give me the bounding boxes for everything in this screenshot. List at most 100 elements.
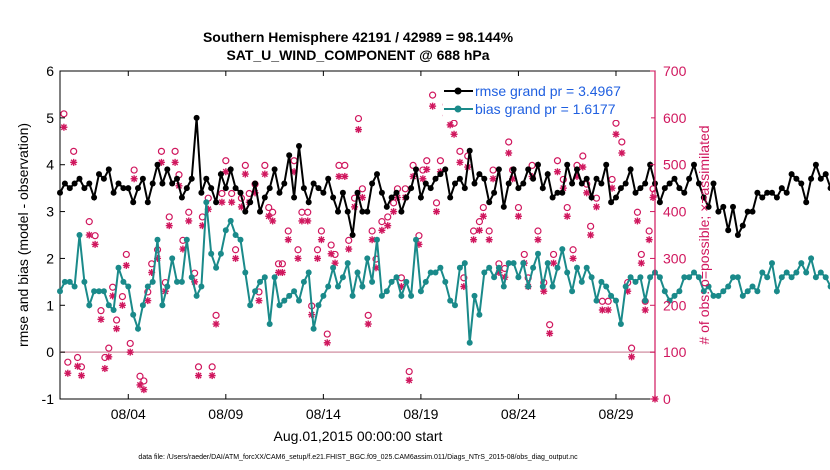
bias-data-point <box>86 302 93 309</box>
obs-possible-marker <box>228 189 236 198</box>
obs-assimilated-marker <box>70 158 78 166</box>
rmse-data-point <box>583 175 590 182</box>
obs-assimilated-marker <box>317 236 325 244</box>
rmse-data-point <box>603 161 610 168</box>
obs-assimilated-marker <box>579 163 587 171</box>
obs-assimilated-marker <box>122 261 130 269</box>
rmse-data-point <box>291 194 298 201</box>
obs-assimilated-marker <box>304 217 312 225</box>
y-axis-left-label: rmse and bias (model - observation) <box>15 123 31 347</box>
rmse-data-point <box>110 189 117 196</box>
rmse-data-point <box>671 175 678 182</box>
rmse-data-point <box>359 208 366 215</box>
bias-data-point <box>91 288 98 295</box>
rmse-data-point <box>812 161 819 168</box>
rmse-data-point <box>773 194 780 201</box>
obs-assimilated-marker <box>378 226 386 234</box>
rmse-data-point <box>627 166 634 173</box>
bias-data-point <box>574 264 580 271</box>
obs-assimilated-marker <box>384 222 392 230</box>
bias-data-point <box>452 302 458 309</box>
rmse-data-point <box>622 180 629 187</box>
rmse-data-point <box>374 171 380 178</box>
bias-data-point <box>510 260 517 267</box>
obs-possible-marker <box>587 222 595 230</box>
obs-assimilated-marker <box>278 268 286 276</box>
obs-possible-marker <box>460 274 468 282</box>
bias-data-point <box>520 260 527 267</box>
bias-data-point <box>71 283 78 290</box>
bias-data-point <box>598 278 605 285</box>
obs-assimilated-marker <box>185 217 193 225</box>
bias-data-point <box>291 288 298 295</box>
obs-assimilated-marker <box>641 306 649 314</box>
bias-data-point <box>388 278 395 285</box>
bias-data-point <box>637 274 644 281</box>
obs-possible-marker <box>313 246 322 254</box>
obs-assimilated-marker <box>64 369 72 377</box>
rmse-data-point <box>286 152 293 159</box>
obs-possible-marker <box>185 208 193 216</box>
rmse-data-point <box>349 232 356 238</box>
obs-possible-marker <box>436 157 445 165</box>
rmse-data-point <box>691 161 697 168</box>
bias-data-point <box>544 260 551 267</box>
bias-data-point <box>720 288 727 295</box>
rmse-data-point <box>217 171 224 178</box>
obs-possible-marker <box>73 353 82 362</box>
rmse-data-point <box>681 189 688 196</box>
obs-possible-marker <box>85 218 93 226</box>
bias-data-point <box>442 278 449 285</box>
obs-possible-marker <box>269 208 277 216</box>
obs-assimilated-marker <box>335 172 343 180</box>
obs-possible-marker <box>126 339 134 348</box>
obs-assimilated-marker <box>587 231 595 239</box>
legend-box <box>443 82 651 120</box>
rmse-data-point <box>193 114 200 121</box>
rmse-data-point <box>447 194 454 201</box>
bias-data-point <box>213 264 220 271</box>
bias-data-point <box>632 278 639 285</box>
obs-possible-marker <box>612 119 620 127</box>
rmse-data-point <box>452 180 458 187</box>
bias-data-point <box>773 288 780 295</box>
bias-data-point <box>691 269 697 276</box>
bias-data-point <box>110 307 117 313</box>
legend: rmse grand pr = 3.4967 bias grand pr = 1… <box>443 82 651 120</box>
rmse-data-point <box>656 199 663 206</box>
rmse-data-point <box>300 185 307 192</box>
rmse-data-point <box>808 175 815 182</box>
obs-assimilated-marker <box>126 348 134 356</box>
rmse-data-point <box>764 189 771 196</box>
bias-data-point <box>466 339 473 346</box>
rmse-data-point <box>81 185 88 192</box>
rmse-data-point <box>500 203 507 210</box>
bias-data-point <box>217 250 224 257</box>
rmse-data-point <box>481 175 488 182</box>
bias-data-point <box>617 321 624 327</box>
obs-possible-marker <box>415 232 423 240</box>
rmse-data-point <box>617 185 624 192</box>
rmse-data-point <box>739 222 746 229</box>
y-left-tick-label: 3 <box>46 204 54 220</box>
obs-assimilated-marker <box>212 320 220 328</box>
y-right-tick-label: 600 <box>663 110 687 126</box>
rmse-data-point <box>281 180 288 187</box>
bias-data-point <box>374 236 380 243</box>
rmse-data-point <box>105 166 112 173</box>
bias-data-point <box>276 302 283 309</box>
rmse-data-point <box>744 208 751 215</box>
obs-possible-marker <box>579 152 587 160</box>
y-axis-right-label: # of obs: o=possible; ×=assimilated <box>696 125 712 344</box>
bias-data-point <box>383 288 390 295</box>
rmse-data-point <box>213 199 220 206</box>
rmse-data-point <box>666 180 673 187</box>
rmse-data-point <box>798 180 805 187</box>
bias-data-point <box>330 264 337 271</box>
bias-data-point <box>725 283 732 290</box>
obs-possible-marker <box>378 218 386 226</box>
bias-data-point <box>96 288 102 295</box>
obs-assimilated-marker <box>592 203 600 211</box>
obs-possible-marker <box>274 260 283 268</box>
obs-possible-marker <box>294 246 302 254</box>
